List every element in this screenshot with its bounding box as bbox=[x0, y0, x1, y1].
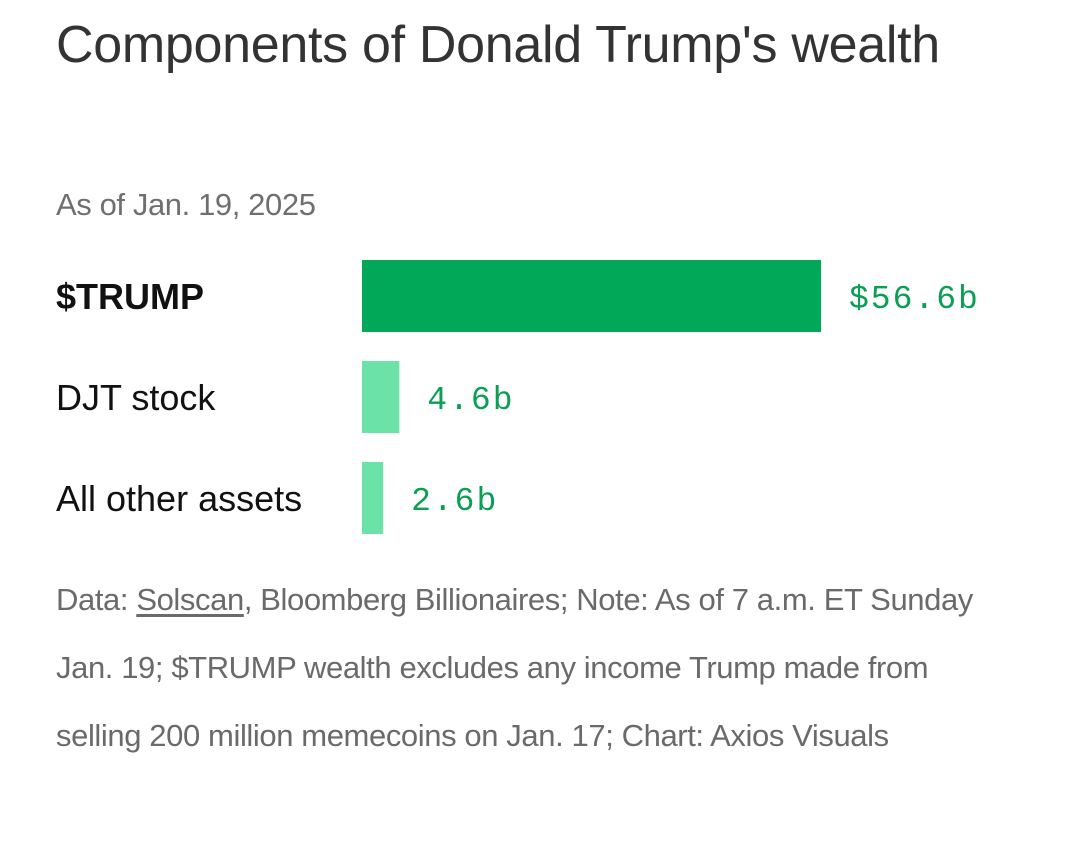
source-link-solscan[interactable]: Solscan bbox=[136, 582, 244, 617]
bar bbox=[362, 361, 400, 433]
source-note-text: , Bloomberg Billionaires; Note: As of 7 … bbox=[56, 582, 973, 753]
source-prefix: Data: bbox=[56, 582, 137, 617]
bar bbox=[362, 260, 821, 332]
bar bbox=[362, 462, 384, 534]
category-label: All other assets bbox=[56, 478, 302, 519]
source-note: Data: Solscan, Bloomberg Billionaires; N… bbox=[56, 566, 1016, 770]
chart-title: Components of Donald Trump's wealth bbox=[56, 16, 940, 74]
value-label: 4.6b bbox=[427, 382, 514, 419]
category-label: $TRUMP bbox=[56, 276, 204, 317]
value-label: $56.6b bbox=[849, 281, 980, 318]
value-label: 2.6b bbox=[411, 483, 498, 520]
category-label: DJT stock bbox=[56, 377, 216, 418]
chart-subtitle: As of Jan. 19, 2025 bbox=[56, 187, 316, 222]
